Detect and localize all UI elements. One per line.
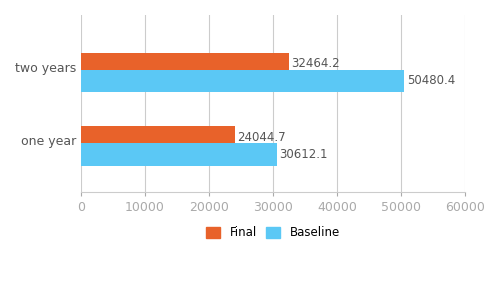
- Text: 30612.1: 30612.1: [280, 148, 328, 161]
- Bar: [81, 126, 235, 149]
- Bar: [81, 53, 289, 75]
- Bar: [81, 143, 277, 166]
- Text: 50480.4: 50480.4: [406, 74, 455, 87]
- Text: 24044.7: 24044.7: [238, 131, 286, 144]
- Legend: Final, Baseline: Final, Baseline: [202, 223, 344, 243]
- Bar: [81, 69, 404, 92]
- Text: 32464.2: 32464.2: [292, 57, 340, 70]
